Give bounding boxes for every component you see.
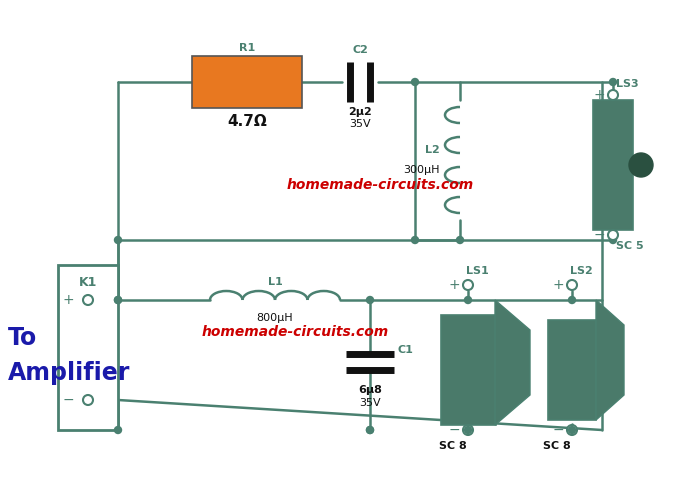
Text: Amplifier: Amplifier — [8, 361, 130, 385]
Circle shape — [411, 78, 419, 86]
Bar — [441, 315, 496, 425]
Circle shape — [608, 90, 618, 100]
Text: LS1: LS1 — [466, 266, 489, 276]
Text: SC 8: SC 8 — [543, 441, 571, 451]
Circle shape — [115, 296, 121, 304]
Text: +: + — [552, 278, 564, 292]
Text: 2μ2: 2μ2 — [348, 107, 372, 117]
Circle shape — [567, 425, 577, 435]
Text: +: + — [593, 88, 605, 102]
Text: LS3: LS3 — [616, 79, 638, 89]
Text: 300μH: 300μH — [404, 165, 440, 175]
Text: −: − — [552, 423, 564, 437]
Text: To: To — [8, 326, 38, 350]
Circle shape — [608, 230, 618, 240]
Text: 6μ8: 6μ8 — [358, 385, 382, 395]
Circle shape — [115, 236, 121, 244]
Polygon shape — [596, 300, 624, 420]
Circle shape — [83, 395, 93, 405]
Text: R1: R1 — [239, 43, 255, 53]
Text: L2: L2 — [426, 145, 440, 155]
Circle shape — [610, 78, 617, 86]
Circle shape — [463, 280, 473, 290]
Circle shape — [366, 296, 374, 304]
Circle shape — [83, 295, 93, 305]
Circle shape — [366, 426, 374, 434]
Text: K1: K1 — [79, 276, 98, 289]
Text: −: − — [62, 393, 74, 407]
Text: 4.7Ω: 4.7Ω — [227, 114, 267, 130]
Circle shape — [464, 426, 471, 434]
Text: LS2: LS2 — [570, 266, 593, 276]
Circle shape — [464, 296, 471, 304]
Text: SC 5: SC 5 — [616, 241, 644, 251]
Text: +: + — [62, 293, 74, 307]
Text: homemade-circuits.com: homemade-circuits.com — [286, 178, 473, 192]
Circle shape — [463, 425, 473, 435]
Circle shape — [569, 426, 576, 434]
Text: homemade-circuits.com: homemade-circuits.com — [201, 325, 389, 339]
Circle shape — [629, 153, 653, 177]
Circle shape — [366, 426, 374, 434]
Text: −: − — [448, 423, 460, 437]
Polygon shape — [495, 300, 530, 425]
Text: 800μH: 800μH — [256, 313, 293, 323]
Circle shape — [115, 426, 121, 434]
Circle shape — [411, 236, 419, 244]
Bar — [593, 100, 633, 230]
Text: 35V: 35V — [359, 398, 381, 408]
Text: SC 8: SC 8 — [439, 441, 467, 451]
Circle shape — [569, 296, 576, 304]
Bar — [192, 56, 302, 108]
Text: C2: C2 — [352, 45, 368, 55]
Circle shape — [115, 296, 121, 304]
Text: 35V: 35V — [349, 119, 371, 129]
Text: L1: L1 — [267, 277, 282, 287]
Text: +: + — [448, 278, 460, 292]
Text: C1: C1 — [398, 345, 414, 355]
Text: −: − — [593, 228, 605, 242]
Bar — [548, 320, 596, 420]
Circle shape — [567, 280, 577, 290]
Circle shape — [610, 236, 617, 244]
Bar — [58, 265, 118, 430]
Circle shape — [456, 236, 464, 244]
